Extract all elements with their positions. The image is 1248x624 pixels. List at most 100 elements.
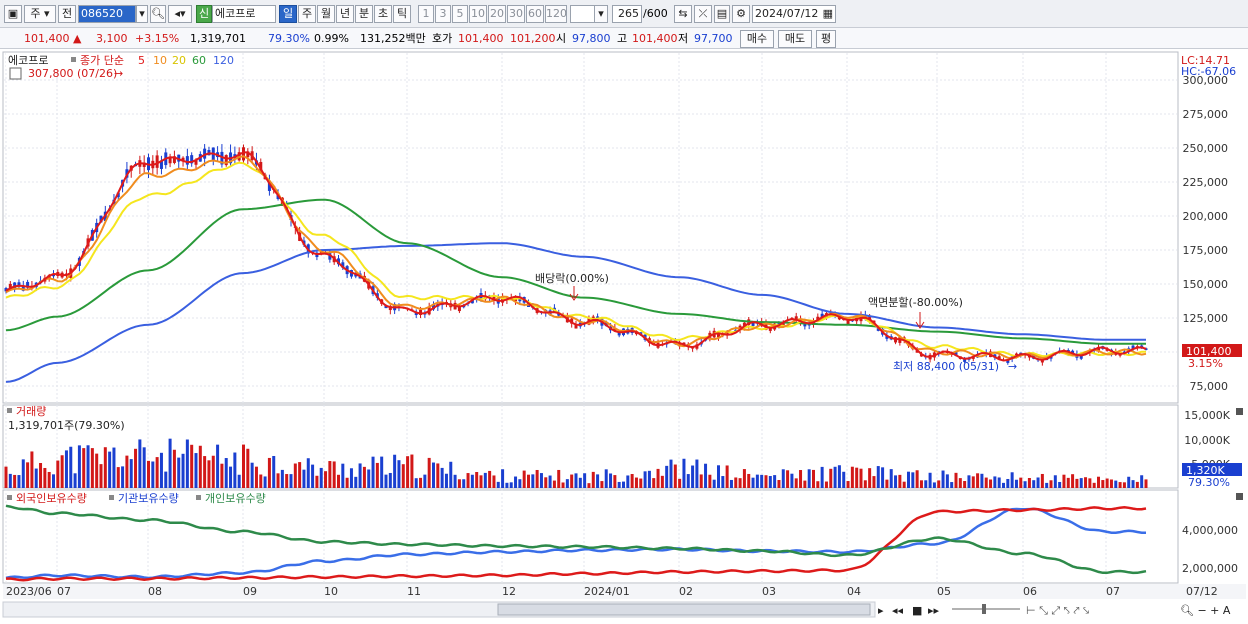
candle-body [26, 281, 30, 288]
candle-body [220, 151, 224, 165]
period-type-select[interactable]: 주 ▾ [24, 5, 56, 23]
candle-body [155, 155, 159, 168]
stock-code-input[interactable]: 086520 [78, 5, 136, 23]
calendar-icon[interactable]: ▦ [822, 7, 833, 20]
scroll-last-icon[interactable]: ▸▸ [928, 604, 940, 617]
candle-body [194, 159, 198, 165]
drawing-tools-icons[interactable]: ⊢ ⤡ ⤢ ⤣ ⤤ ⤥ [1026, 604, 1089, 617]
stock-name-field[interactable]: 에코프로 [212, 5, 276, 23]
volume-bar [393, 454, 397, 488]
volume-bar [570, 474, 574, 488]
volume-bar [907, 471, 910, 488]
speaker-icon[interactable]: ◂▾ [168, 5, 192, 23]
volume-bar [125, 455, 129, 488]
gear-icon[interactable]: ⚙ [732, 5, 750, 23]
crosshair-icon[interactable]: ⤫ [694, 5, 712, 23]
scroll-first-icon[interactable]: ◂◂ [892, 604, 904, 617]
volume-bar [812, 469, 815, 488]
holdings-panel-close-icon[interactable] [1236, 493, 1243, 500]
volume-bar [410, 454, 414, 488]
scrollbar-thumb[interactable] [497, 603, 871, 616]
candle-tool-icon[interactable]: ⇆ [674, 5, 692, 23]
volume-bar [466, 473, 470, 488]
holdings-legend-icon-2 [109, 495, 114, 500]
x-axis-label: 12 [502, 585, 516, 598]
price-y-tick: 125,000 [1183, 312, 1229, 325]
volume-bar [1002, 482, 1005, 488]
zoom-slider-handle[interactable] [982, 604, 986, 614]
volume-bar [522, 470, 526, 488]
volume-bar [837, 465, 841, 488]
timeframe-button[interactable]: 월 [317, 5, 335, 23]
volume-panel-close-icon[interactable] [1236, 408, 1243, 415]
timeframe-button[interactable]: 틱 [393, 5, 411, 23]
volume-bar [660, 475, 664, 488]
volume-bar [414, 478, 418, 488]
interval-button[interactable]: 3 [435, 5, 451, 23]
volume-bar [440, 467, 444, 488]
volume-bar [604, 469, 608, 488]
volume-bar [280, 469, 284, 488]
volume-bar [306, 458, 310, 488]
x-axis-label: 08 [148, 585, 162, 598]
ma-legend-5: 5 [138, 54, 145, 67]
volume-bar [989, 479, 993, 488]
volume-bar [643, 471, 647, 488]
candle-body [1040, 359, 1044, 363]
interval-button[interactable]: 1 [418, 5, 434, 23]
volume-bar [324, 471, 328, 488]
stop-icon[interactable]: ■ [912, 604, 922, 617]
zoom-tools-icons[interactable]: 🔍︎ − + A [1180, 604, 1231, 617]
volume-bar [164, 471, 168, 488]
interval-button[interactable]: 60 [526, 5, 544, 23]
candle-body [794, 316, 798, 321]
volume-bar [1131, 480, 1135, 488]
volume-bar [850, 466, 854, 488]
chart-menu-icon[interactable]: ▣ [4, 5, 22, 23]
volume-bar [673, 464, 677, 488]
stock-code-dropdown-icon[interactable]: ▾ [136, 5, 148, 23]
volume-bar [1122, 482, 1126, 488]
interval-button[interactable]: 30 [507, 5, 525, 23]
volume-bar [56, 460, 60, 488]
interval-button[interactable]: 120 [545, 5, 567, 23]
timeframe-button[interactable]: 주 [298, 5, 316, 23]
date-input[interactable]: 2024/07/12 ▦ [752, 5, 836, 23]
candle-body [414, 312, 418, 316]
price-panel-name: 에코프로 [8, 54, 48, 67]
volume-bar [712, 479, 716, 488]
search-icon[interactable]: 🔍︎ [150, 5, 166, 23]
interval-dropdown-icon[interactable]: ▾ [594, 5, 608, 23]
volume-bar [721, 476, 725, 488]
avg-button[interactable]: 평 [816, 30, 836, 48]
volume-bar [639, 478, 643, 488]
interval-button[interactable]: 5 [452, 5, 468, 23]
x-axis-right-label: 07/12 [1186, 585, 1218, 598]
interval-button[interactable]: 10 [469, 5, 487, 23]
buy-button[interactable]: 매수 [740, 30, 774, 48]
volume-bar [514, 476, 518, 488]
sell-button[interactable]: 매도 [778, 30, 812, 48]
timeframe-button[interactable]: 년 [336, 5, 354, 23]
volume-legend-icon [7, 408, 12, 413]
interval-button[interactable]: 20 [488, 5, 506, 23]
candle-body [846, 318, 850, 325]
calendar-icon[interactable] [9, 67, 22, 80]
scroll-right-icon[interactable]: ▸ [878, 604, 884, 617]
volume-bar [902, 481, 906, 488]
volume-bar [777, 479, 781, 488]
candle-body [246, 151, 250, 158]
timeframe-button[interactable]: 초 [374, 5, 392, 23]
timeframe-button[interactable]: 일 [279, 5, 297, 23]
stock-chart[interactable]: 300,000 275,000 250,000 225,000 200,000 175,0… [0, 50, 1248, 621]
chart-area[interactable]: 300,000 275,000 250,000 225,000 200,000 175,0… [0, 50, 1248, 621]
candle-body [242, 147, 245, 161]
volume-bar [237, 474, 241, 488]
current-pct-tag: 3.15% [1188, 357, 1223, 370]
save-icon[interactable]: ▤ [714, 5, 730, 23]
volume-bar [95, 453, 99, 488]
timeframe-button[interactable]: 분 [355, 5, 373, 23]
volume-bar [108, 451, 112, 488]
count-input[interactable]: 265 [612, 5, 642, 23]
prev-button[interactable]: 전 [58, 5, 76, 23]
